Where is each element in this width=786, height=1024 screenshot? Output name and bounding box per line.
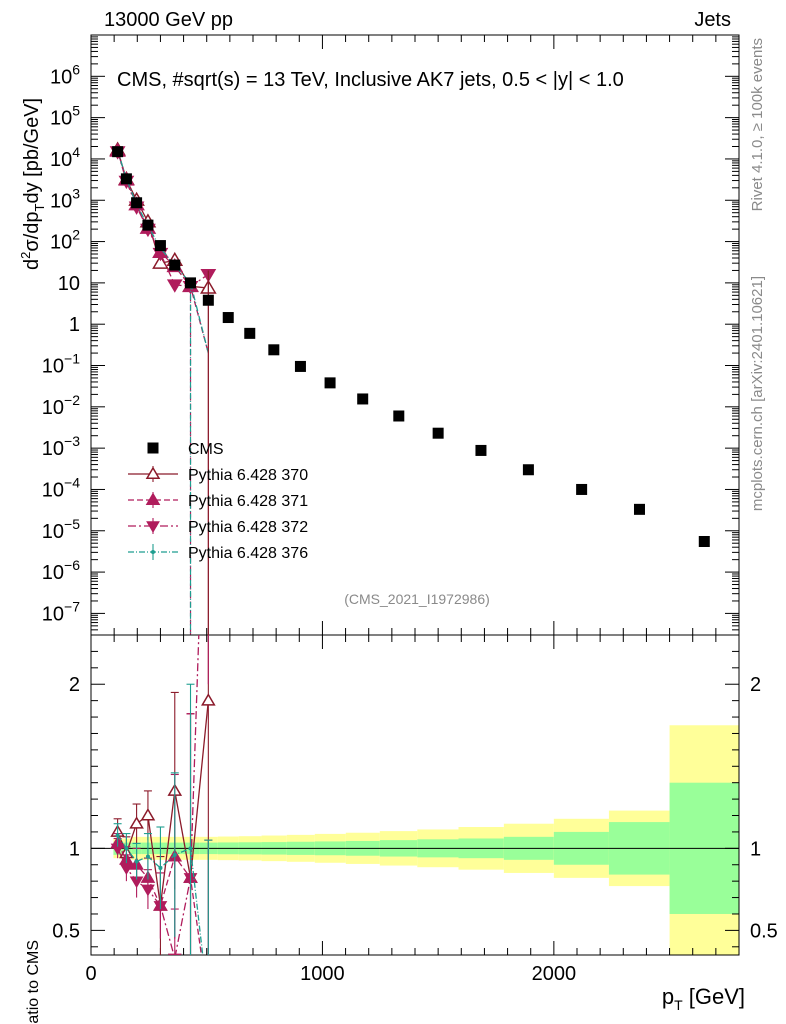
y-tick-label: 10−2 (42, 392, 80, 419)
ratio-y-tick-label: 2 (69, 674, 80, 696)
cms-data-point (120, 173, 132, 185)
cms-data-point (244, 327, 256, 339)
y-tick-label: 105 (50, 103, 80, 130)
legend-label: CMS (188, 441, 224, 458)
y-tick-label: 10−4 (42, 474, 80, 501)
y-tick-label: 106 (50, 61, 80, 88)
ratio-point-3 (145, 854, 150, 859)
ratio-y-tick-label-right: 1 (750, 838, 761, 860)
cms-data-point (294, 360, 306, 372)
ratio-y-tick-label-right: 2 (750, 674, 761, 696)
header-observable-label: Jets (694, 9, 731, 31)
mcplots-label: mcplots.cern.ch [arXiv:2401.10621] (749, 276, 766, 511)
cms-data-point (131, 197, 143, 209)
mc-point-0 (152, 254, 169, 269)
cms-data-point (154, 240, 166, 252)
ratio-y-tick-label: 0.5 (52, 920, 80, 942)
ratio-point-3 (158, 866, 163, 871)
y-tick-label: 10−1 (42, 351, 80, 378)
main-y-axis-label: d2σ/dpTdy [pb/GeV] (18, 98, 47, 270)
ratio-point-3 (172, 852, 177, 857)
y-tick-label: 102 (50, 227, 80, 254)
header-collision-label: 13000 GeV pp (104, 9, 233, 31)
cms-data-point (357, 393, 369, 405)
ratio-point-0 (140, 808, 156, 821)
legend-marker (146, 521, 160, 533)
y-tick-label: 10−7 (42, 598, 80, 625)
ratio-point-3 (124, 846, 129, 851)
cms-data-point (222, 312, 234, 324)
cms-data-point (142, 219, 154, 231)
cms-data-point (202, 294, 214, 306)
y-tick-label: 10−5 (42, 516, 80, 543)
cms-data-point (169, 259, 181, 271)
cms-data-point (522, 464, 534, 476)
legend-label: Pythia 6.428 372 (188, 519, 308, 536)
mc-point-2 (166, 279, 183, 293)
ratio-point-0 (129, 816, 144, 829)
cms-data-point (475, 444, 487, 456)
x-tick-label: 2000 (532, 963, 577, 985)
cms-data-point (324, 377, 336, 389)
ratio-y-tick-label: 1 (69, 838, 80, 860)
cms-data-point (393, 410, 405, 422)
ratio-point-0 (201, 693, 216, 706)
ratio-y-tick-label-right: 0.5 (750, 920, 778, 942)
cms-data-point (576, 483, 588, 495)
ratio-point-2 (119, 863, 134, 876)
cms-data-point (185, 277, 197, 289)
legend-label: Pythia 6.428 371 (188, 493, 308, 510)
legend-label: Pythia 6.428 370 (188, 467, 308, 484)
legend-marker (151, 550, 155, 554)
cms-data-point (432, 427, 444, 439)
cms-data-point (633, 503, 645, 515)
cms-data-point (112, 146, 124, 158)
legend-marker (145, 466, 161, 479)
legend-label: Pythia 6.428 376 (188, 545, 308, 562)
ratio-line-2 (117, 635, 200, 955)
x-tick-label: 0 (85, 963, 96, 985)
legend: CMS Pythia 6.428 370 Pythia 6.428 371 Pythi… (128, 441, 308, 562)
ratio-point-2 (167, 953, 182, 955)
ratio-point-2 (141, 884, 155, 897)
legend-marker (145, 492, 161, 505)
y-tick-label: 10−3 (42, 433, 80, 460)
cms-data-point (698, 535, 710, 547)
ratio-y-axis-label: Ratio to CMS (25, 940, 42, 1024)
y-tick-label: 1 (69, 314, 80, 336)
y-tick-label: 104 (50, 144, 80, 171)
y-tick-label: 10−6 (42, 557, 80, 584)
legend-marker (147, 442, 159, 454)
ratio-point-3 (188, 846, 193, 851)
x-axis-label: pT [GeV] (662, 984, 745, 1013)
plot-title: CMS, #sqrt(s) = 13 TeV, Inclusive AK7 je… (117, 69, 624, 91)
analysis-tag: (CMS_2021_I1972986) (344, 591, 490, 607)
ratio-point-3 (134, 859, 139, 864)
cms-data-point (268, 344, 280, 356)
y-tick-label: 103 (50, 185, 80, 212)
rivet-version-label: Rivet 4.1.0, ≥ 100k events (749, 38, 766, 211)
ratio-uncertainty-bands (91, 725, 739, 955)
y-tick-label: 10 (58, 273, 80, 295)
ratio-panel-frame (90, 634, 740, 956)
ratio-point-3 (115, 833, 120, 838)
x-tick-label: 1000 (300, 963, 345, 985)
